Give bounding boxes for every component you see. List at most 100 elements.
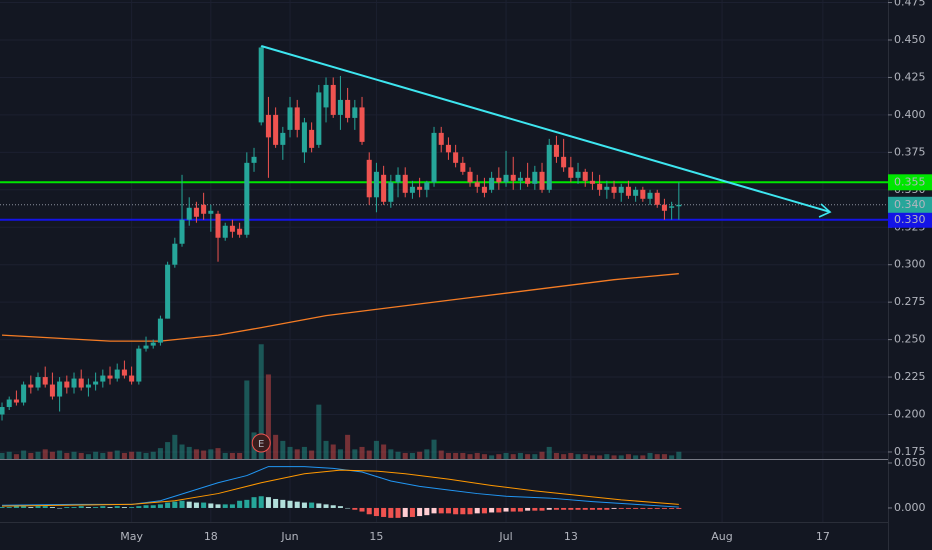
volume-bar	[6, 451, 12, 459]
candle-body	[35, 377, 41, 388]
y-tick-label: 0.250	[894, 333, 926, 346]
candle-body	[21, 384, 27, 403]
histogram-bar	[474, 507, 480, 514]
histogram-bar	[589, 507, 595, 510]
histogram-bar	[157, 504, 163, 508]
y-tick-label: 0.300	[894, 258, 926, 271]
histogram-bar	[21, 506, 27, 508]
trendline-arrow	[818, 203, 832, 218]
candle-body	[517, 177, 523, 181]
candle-body	[481, 186, 487, 193]
histogram-bar	[532, 507, 538, 511]
volume-bar	[172, 434, 178, 459]
histogram-bar	[460, 507, 466, 515]
volume-bar	[359, 446, 365, 459]
histogram-bar	[201, 502, 207, 508]
candle-body	[150, 342, 156, 346]
candle-body	[438, 132, 444, 145]
x-tick-label: Jul	[498, 530, 512, 543]
candle-body	[222, 225, 228, 238]
histogram-bar	[244, 499, 250, 508]
histogram-bar	[107, 507, 113, 508]
histogram-bar	[467, 507, 473, 515]
y-tick-label: 0.375	[894, 145, 926, 158]
volume-bar	[532, 454, 538, 459]
volume-bar	[258, 344, 264, 459]
histogram-bar	[42, 506, 48, 508]
histogram-bar	[496, 507, 502, 513]
candle-body	[597, 183, 603, 190]
volume-bar	[330, 444, 336, 459]
histogram-bar	[280, 499, 286, 508]
y-tick-label: 0.225	[894, 370, 926, 383]
histogram-bar	[395, 507, 401, 518]
volume-bar	[611, 455, 617, 459]
histogram-bar	[150, 505, 156, 508]
y-tick-label: 0.050	[894, 456, 926, 469]
histogram-bar	[71, 507, 77, 508]
x-tick-label: Jun	[280, 530, 298, 543]
candle-body	[496, 177, 502, 183]
volume-bar	[503, 452, 509, 459]
histogram-bar	[539, 507, 545, 511]
volume-bar	[352, 449, 358, 459]
histogram-bar	[453, 507, 459, 515]
histogram-bar	[0, 507, 5, 508]
candle-body	[280, 132, 286, 145]
candle-body	[28, 384, 34, 388]
histogram-bar	[640, 507, 646, 509]
candle-body	[323, 84, 329, 108]
histogram-bar	[510, 507, 516, 512]
volume-bar	[229, 452, 235, 459]
volume-bar	[604, 454, 610, 459]
histogram-bar	[611, 507, 617, 509]
candle-body	[553, 144, 559, 157]
volume-bar	[654, 454, 660, 459]
volume-bar	[496, 454, 502, 459]
candle-body	[179, 219, 185, 244]
histogram-bar	[179, 500, 185, 508]
candle-body	[71, 378, 77, 388]
volume-bar	[582, 454, 588, 459]
histogram-bar	[172, 501, 178, 508]
candle-body	[402, 174, 408, 193]
x-tick-label: 15	[369, 530, 383, 543]
histogram-bar	[388, 507, 394, 518]
signal-line	[2, 469, 679, 507]
candle-body	[107, 375, 113, 379]
volume-bar	[186, 446, 192, 459]
candle-body	[474, 182, 480, 187]
histogram-bar	[661, 507, 667, 509]
trendline	[260, 45, 831, 213]
histogram-bar	[481, 507, 487, 514]
y-tick-label: 0.450	[894, 33, 926, 46]
candle-body	[251, 156, 257, 163]
volume-bar	[49, 451, 55, 459]
volume-bar	[589, 455, 595, 459]
candle-body	[186, 207, 192, 220]
candle-body	[460, 162, 466, 172]
candle-body	[136, 348, 142, 382]
volume-bar	[345, 434, 351, 459]
histogram-bar	[604, 507, 610, 510]
histogram-bar	[568, 507, 574, 510]
volume-bar	[640, 455, 646, 459]
volume-bar	[546, 446, 552, 459]
histogram-bar	[618, 507, 624, 509]
volume-bar	[208, 449, 214, 459]
volume-bar	[424, 449, 430, 459]
histogram-bar	[402, 507, 408, 517]
y-tick-label: 0.175	[894, 445, 926, 458]
candle-body	[625, 186, 631, 196]
histogram-bar	[229, 504, 235, 508]
volume-bar	[71, 451, 77, 459]
candle-body	[201, 204, 207, 214]
price-tag	[888, 211, 932, 228]
histogram-bar	[323, 504, 329, 508]
volume-bar	[301, 446, 307, 459]
candle-body	[568, 167, 574, 178]
volume-bar	[481, 454, 487, 459]
candle-body	[0, 407, 5, 415]
candle-body	[539, 171, 545, 190]
